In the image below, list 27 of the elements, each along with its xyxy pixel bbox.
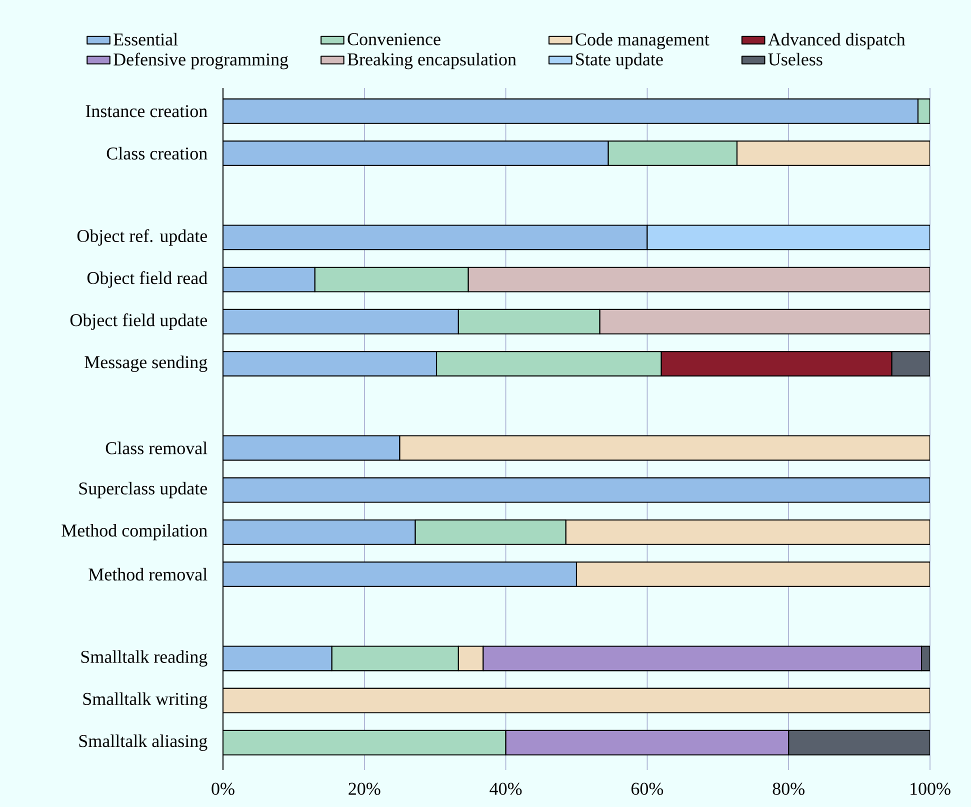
legend-label: Essential xyxy=(114,32,178,46)
y-tick-label: Smalltalk writing xyxy=(83,692,208,709)
y-tick-label: Object ref. update xyxy=(77,229,208,246)
y-tick-label: Method compilation xyxy=(62,524,208,540)
legend-label: Convenience xyxy=(348,33,440,46)
y-tick-label: Object field update xyxy=(70,313,207,330)
y-tick-label: Class creation xyxy=(106,146,208,160)
y-tick-label: Class removal xyxy=(106,442,208,454)
legend-label: Code management xyxy=(576,32,710,50)
legend-label: State update xyxy=(576,52,663,70)
x-tick-label: 20% xyxy=(348,782,380,795)
y-tick-label: Instance creation xyxy=(86,105,208,118)
y-tick-label: Object field read xyxy=(87,271,208,288)
y-tick-label: Superclass update xyxy=(79,482,207,498)
x-tick-label: 100% xyxy=(910,782,950,795)
y-tick-label: Method removal xyxy=(88,568,208,581)
legend-label: Defensive programming xyxy=(114,52,288,70)
x-tick-label: 60% xyxy=(631,782,664,795)
y-tick-label: Message sending xyxy=(84,356,208,372)
legend-label: Breaking encapsulation xyxy=(348,52,516,70)
x-tick-label: 80% xyxy=(772,782,804,795)
legend-label: Advanced dispatch xyxy=(768,32,906,50)
y-tick-label: Smalltalk aliasing xyxy=(79,734,208,751)
x-tick-label: 0% xyxy=(212,782,234,795)
y-tick-label: Smalltalk reading xyxy=(81,650,208,667)
x-tick-label: 40% xyxy=(490,782,522,795)
legend-label: Useless xyxy=(768,52,822,66)
